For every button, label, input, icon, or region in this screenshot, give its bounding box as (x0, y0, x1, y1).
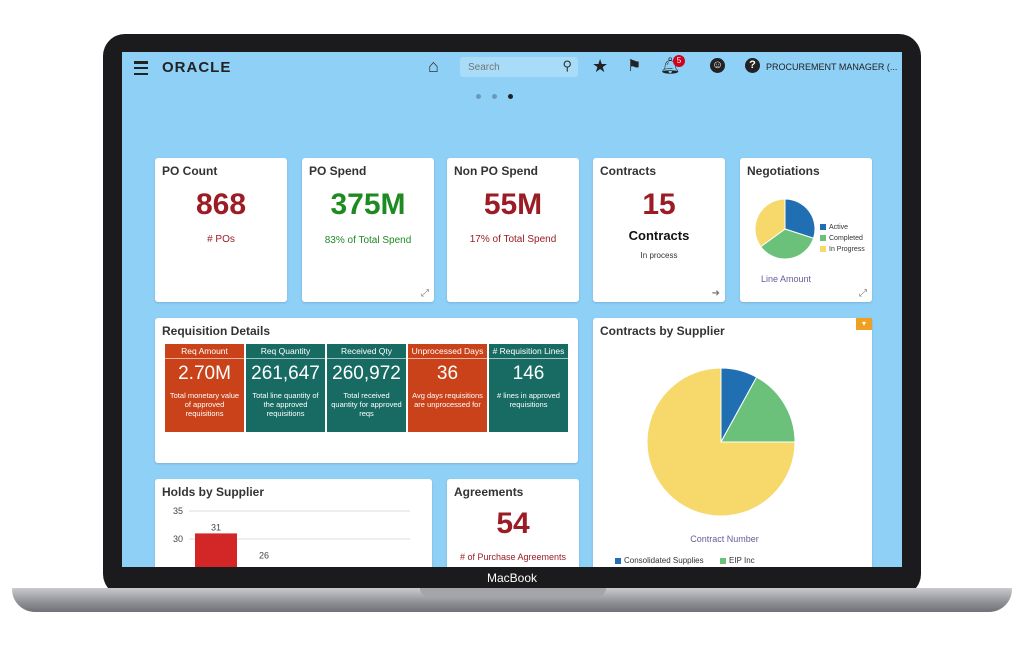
carousel-dot[interactable] (492, 94, 497, 99)
search-box[interactable]: ⚲ (460, 57, 578, 78)
tile-title: PO Count (162, 164, 218, 178)
cell-value: 261,647 (251, 363, 320, 384)
legend-completed: Completed (820, 235, 863, 242)
expand-icon[interactable]: ⤢ (421, 288, 429, 299)
holds-by-supplier-tile[interactable]: Holds by Supplier 35 30 31 26 (155, 479, 432, 567)
contracts-value: 15 (642, 188, 676, 221)
star-icon[interactable]: ★ (592, 56, 609, 76)
tile-title: Requisition Details (162, 324, 271, 338)
top-bar: ORACLE ⌂ ⚲ ★ ⚑ 🔔︎ 5 ☺ ? PROCUREMENT MANA… (122, 52, 902, 86)
y-tick-label: 35 (173, 506, 183, 516)
non-po-spend-tile[interactable]: Non PO Spend 55M 17% of Total Spend (447, 158, 579, 302)
tile-title: Non PO Spend (454, 164, 538, 178)
pie-slice-completed[interactable] (760, 228, 815, 260)
po-spend-caption: 83% of Total Spend (324, 235, 412, 246)
cell-desc: Total line quantity of the approved requ… (252, 391, 319, 418)
cell-header: Received Qty (327, 344, 406, 359)
holds-bar[interactable] (195, 533, 237, 567)
po-count-tile[interactable]: PO Count 868 # POs (155, 158, 287, 302)
laptop-notch (420, 588, 606, 597)
tile-title: Negotiations (747, 164, 820, 178)
legend-consolidated-supplies: Consolidated Supplies (615, 556, 704, 565)
cell-value: 146 (512, 363, 545, 384)
carousel-dots (476, 94, 513, 99)
agreements-caption: # of Purchase Agreements (459, 552, 567, 562)
user-menu[interactable]: PROCUREMENT MANAGER (... (766, 62, 898, 72)
req-amount-cell[interactable]: Req Amount 2.70M Total monetary value of… (165, 344, 244, 432)
req-quantity-cell[interactable]: Req Quantity 261,647 Total line quantity… (246, 344, 325, 432)
bar-data-label: 31 (211, 522, 221, 532)
cell-desc: Total received quantity for approved req… (331, 391, 402, 418)
legend-active: Active (820, 224, 848, 231)
notification-badge: 5 (673, 55, 685, 67)
tile-title: Contracts (600, 164, 657, 178)
contracts-label: Contracts (628, 228, 690, 243)
negotiations-caption: Line Amount (760, 274, 812, 284)
negotiations-pie (754, 198, 816, 260)
carousel-dot[interactable] (476, 94, 481, 99)
cell-desc: Total monetary value of approved requisi… (169, 391, 240, 418)
chevron-down-icon[interactable]: ▾ (856, 318, 872, 330)
tile-title: Agreements (454, 485, 524, 499)
cell-header: Unprocessed Days (408, 344, 487, 359)
cell-desc: # lines in approved requisitions (497, 391, 560, 409)
non-po-spend-value: 55M (483, 188, 543, 221)
agreements-tile[interactable]: Agreements 54 # of Purchase Agreements (447, 479, 579, 567)
requisition-lines-cell[interactable]: # Requisition Lines 146 # lines in appro… (489, 344, 568, 432)
contracts-tile[interactable]: Contracts 15 Contracts In process ➜ (593, 158, 725, 302)
contracts-supplier-pie (646, 367, 796, 517)
pie-slice-active[interactable] (784, 198, 816, 239)
po-spend-tile[interactable]: PO Spend 375M 83% of Total Spend ⤢ (302, 158, 434, 302)
cell-header: Req Amount (165, 344, 244, 359)
menu-icon[interactable] (134, 61, 148, 75)
search-input[interactable] (460, 57, 552, 78)
carousel-dot-active[interactable] (508, 94, 513, 99)
non-po-spend-caption: 17% of Total Spend (469, 234, 557, 245)
cell-value: 36 (436, 363, 459, 384)
received-qty-cell[interactable]: Received Qty 260,972 Total received quan… (327, 344, 406, 432)
home-icon[interactable]: ⌂ (428, 56, 439, 76)
cell-value: 260,972 (332, 363, 401, 384)
po-count-caption: # POs (207, 234, 235, 245)
agreements-value: 54 (496, 507, 530, 540)
cell-header: Req Quantity (246, 344, 325, 359)
pie-slice-eip-inc[interactable] (720, 376, 796, 443)
cell-value: 2.70M (178, 363, 231, 384)
contracts-supplier-caption: Contract Number (690, 534, 759, 544)
expand-icon[interactable]: ⤢ (859, 288, 867, 299)
flag-icon[interactable]: ⚑ (627, 58, 642, 75)
tile-title: Holds by Supplier (162, 485, 265, 499)
arrow-right-icon[interactable]: ➜ (711, 288, 720, 299)
oracle-logo[interactable]: ORACLE (162, 59, 232, 76)
search-icon[interactable]: ⚲ (562, 58, 572, 73)
help-icon[interactable]: ? (745, 58, 760, 73)
device-label: MacBook (486, 571, 538, 585)
negotiations-tile[interactable]: Negotiations Active Completed In Progres… (740, 158, 872, 302)
pie-slice-in-progress[interactable] (754, 198, 786, 248)
pie-slice-other[interactable] (646, 367, 796, 517)
holds-bar-chart: 35 30 31 26 (173, 506, 410, 567)
cell-header: # Requisition Lines (489, 344, 568, 359)
requisition-details-tile[interactable]: Requisition Details Req Amount 2.70M Tot… (155, 318, 578, 463)
contracts-by-supplier-tile[interactable]: Contracts by Supplier ▾ Contract Number … (593, 318, 872, 567)
tile-title: Contracts by Supplier (600, 324, 725, 338)
bar-data-label: 26 (259, 550, 269, 560)
screen: ORACLE ⌂ ⚲ ★ ⚑ 🔔︎ 5 ☺ ? PROCUREMENT MANA… (122, 52, 902, 567)
accessibility-icon[interactable]: ☺ (710, 58, 725, 73)
y-tick-label: 30 (173, 534, 183, 544)
unprocessed-days-cell[interactable]: Unprocessed Days 36 Avg days requisition… (408, 344, 487, 432)
legend-in-progress: In Progress (820, 246, 865, 253)
legend-eip-inc: EIP Inc (720, 556, 755, 565)
cell-desc: Avg days requisitions are unprocessed fo… (412, 391, 483, 409)
tile-title: PO Spend (309, 164, 367, 178)
po-spend-value: 375M (330, 188, 406, 221)
po-count-value: 868 (195, 188, 247, 221)
contracts-status: In process (640, 251, 678, 260)
